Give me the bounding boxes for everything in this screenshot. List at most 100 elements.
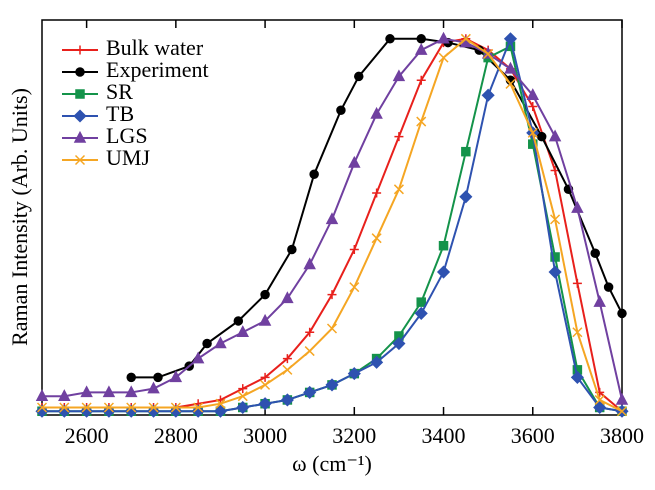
marker <box>260 289 270 300</box>
marker <box>126 372 136 383</box>
marker <box>527 127 538 138</box>
marker <box>325 212 339 225</box>
x-tick-label: 2800 <box>154 423 198 448</box>
marker <box>550 252 560 262</box>
marker <box>617 308 627 319</box>
marker <box>392 69 406 82</box>
marker <box>153 372 163 383</box>
marker <box>370 106 383 119</box>
marker <box>102 404 116 418</box>
marker <box>280 393 294 407</box>
legend-label: SR <box>106 79 133 104</box>
marker <box>282 354 292 364</box>
marker <box>347 367 361 381</box>
marker <box>215 398 226 409</box>
marker <box>260 379 271 390</box>
marker <box>191 404 205 418</box>
marker <box>590 248 600 258</box>
marker <box>370 355 384 369</box>
marker <box>57 404 71 418</box>
marker <box>35 389 49 401</box>
marker <box>258 397 272 411</box>
marker <box>570 370 584 384</box>
marker <box>354 71 364 82</box>
marker <box>572 327 583 338</box>
x-tick-label: 2600 <box>65 423 109 448</box>
marker <box>309 169 319 179</box>
marker <box>416 297 426 307</box>
marker <box>349 282 360 293</box>
marker <box>80 404 94 418</box>
marker <box>504 61 517 74</box>
marker <box>349 244 359 254</box>
marker <box>213 404 228 418</box>
marker <box>572 278 582 288</box>
marker <box>202 338 212 349</box>
x-tick-label: 3000 <box>243 423 287 448</box>
marker <box>528 139 538 149</box>
marker <box>59 402 70 413</box>
marker <box>102 385 116 398</box>
marker <box>416 75 426 85</box>
marker <box>124 385 138 398</box>
marker <box>193 402 204 413</box>
marker <box>75 89 85 99</box>
x-axis-label: ω (cm⁻¹) <box>292 451 372 476</box>
marker <box>460 33 471 44</box>
marker <box>548 129 562 142</box>
marker <box>461 146 471 157</box>
marker <box>594 394 605 405</box>
marker <box>394 132 404 142</box>
marker <box>437 31 450 44</box>
marker <box>348 155 361 168</box>
marker <box>303 385 317 399</box>
marker <box>282 364 293 375</box>
marker <box>438 240 449 251</box>
marker <box>287 244 297 255</box>
marker <box>536 131 547 142</box>
marker <box>58 389 71 401</box>
x-tick-label: 3200 <box>332 423 376 448</box>
marker <box>483 48 494 59</box>
marker <box>147 381 160 394</box>
marker <box>503 32 518 46</box>
marker <box>75 45 85 55</box>
marker <box>436 265 451 279</box>
marker <box>385 34 395 44</box>
marker <box>325 378 339 392</box>
marker <box>191 351 205 364</box>
marker <box>414 306 428 320</box>
marker <box>304 346 315 357</box>
marker <box>233 316 244 326</box>
x-tick-label: 3600 <box>511 423 555 448</box>
marker <box>169 404 183 418</box>
marker <box>603 282 614 292</box>
legend-label: UMJ <box>106 145 150 170</box>
marker <box>81 402 92 413</box>
marker <box>615 392 629 405</box>
marker <box>571 200 584 213</box>
marker <box>75 67 85 77</box>
marker <box>616 406 628 417</box>
marker <box>214 336 227 349</box>
marker <box>326 323 338 334</box>
marker <box>336 105 346 116</box>
marker <box>236 400 250 415</box>
marker <box>73 130 87 143</box>
marker <box>550 214 561 225</box>
marker <box>258 313 272 326</box>
marker <box>103 402 114 413</box>
marker <box>35 404 49 418</box>
marker <box>146 404 161 418</box>
marker <box>393 184 404 195</box>
marker <box>459 190 473 204</box>
legend-label: Experiment <box>106 57 209 82</box>
marker <box>372 188 382 198</box>
marker <box>528 102 538 112</box>
marker <box>526 88 540 100</box>
marker <box>124 404 138 418</box>
marker <box>80 385 93 398</box>
series-line <box>131 37 623 379</box>
